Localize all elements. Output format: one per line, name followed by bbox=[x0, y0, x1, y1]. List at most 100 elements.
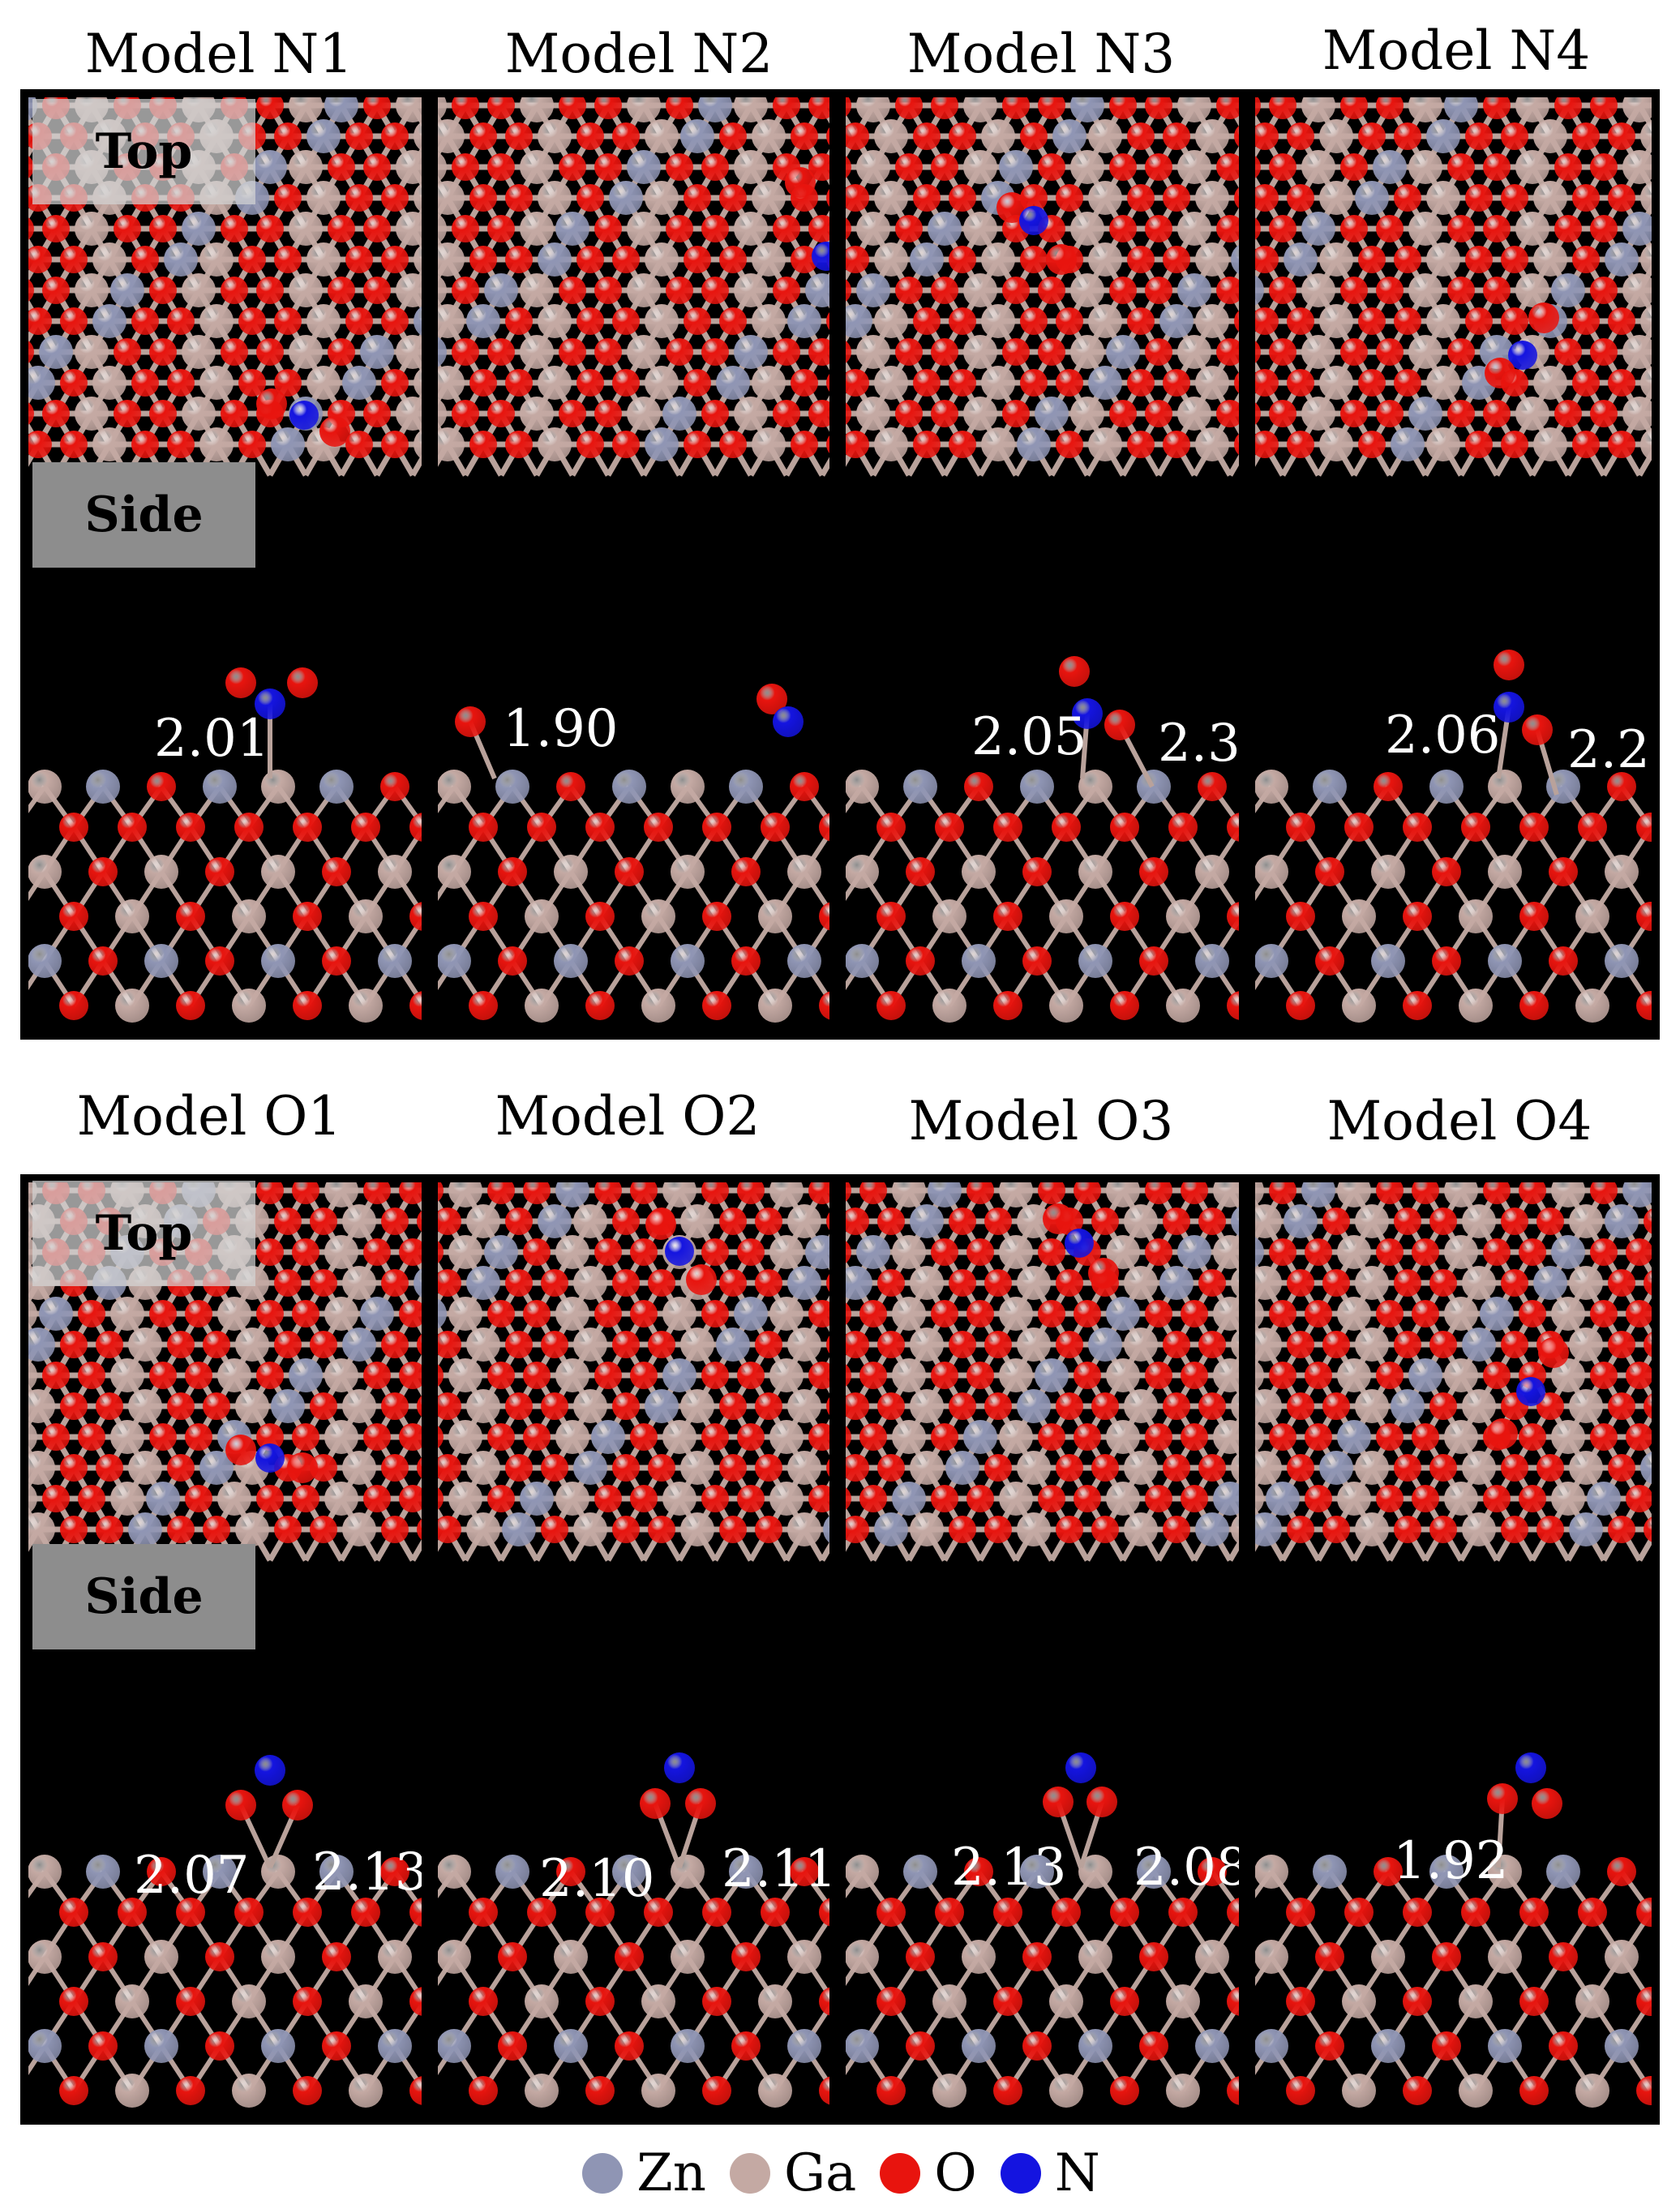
ga-atom bbox=[1622, 335, 1652, 369]
n-atom bbox=[255, 1755, 285, 1786]
o-atom bbox=[78, 1485, 105, 1512]
o-atom bbox=[1572, 307, 1600, 335]
o-atom bbox=[755, 1392, 782, 1420]
zn-atom bbox=[28, 1328, 55, 1362]
o-atom bbox=[1127, 246, 1155, 273]
zn-atom bbox=[538, 242, 572, 277]
o-atom bbox=[60, 369, 88, 397]
o-atom bbox=[409, 813, 422, 842]
ga-atom bbox=[324, 1420, 358, 1454]
o-atom bbox=[1519, 902, 1549, 931]
o-atom bbox=[221, 215, 248, 242]
ga-atom bbox=[573, 1328, 607, 1362]
o-atom bbox=[131, 431, 159, 458]
ga-atom bbox=[1622, 397, 1652, 431]
o-atom bbox=[1465, 431, 1493, 458]
o-atom bbox=[931, 153, 958, 181]
o-atom bbox=[469, 902, 498, 931]
zn-atom bbox=[128, 1512, 162, 1546]
ga-atom bbox=[396, 273, 422, 307]
o-atom bbox=[846, 402, 851, 425]
o-atom bbox=[1127, 307, 1155, 335]
n-atom bbox=[255, 688, 285, 719]
o-atom bbox=[612, 246, 640, 273]
o-atom bbox=[931, 338, 958, 366]
o-atom bbox=[846, 369, 869, 397]
o-atom bbox=[1483, 400, 1511, 427]
o-atom bbox=[630, 1362, 658, 1389]
ga-atom bbox=[752, 366, 786, 400]
o-atom bbox=[761, 813, 790, 842]
o-atom bbox=[612, 1269, 640, 1297]
ga-atom bbox=[1088, 304, 1122, 338]
o-atom bbox=[541, 1269, 568, 1297]
ga-atom bbox=[787, 1328, 821, 1362]
zn-atom bbox=[573, 1451, 607, 1485]
o-atom bbox=[731, 857, 761, 886]
o-atom bbox=[131, 246, 159, 273]
ga-atom bbox=[28, 1298, 37, 1329]
o-atom bbox=[409, 991, 422, 1020]
o-atom bbox=[931, 97, 958, 119]
o-atom bbox=[846, 246, 869, 273]
o-atom bbox=[399, 1238, 422, 1266]
ga-atom bbox=[962, 855, 996, 889]
ga-atom bbox=[525, 899, 559, 933]
o-atom bbox=[701, 338, 729, 366]
zn-atom bbox=[484, 1235, 518, 1269]
ga-atom bbox=[438, 242, 465, 277]
ga-atom bbox=[555, 1297, 589, 1331]
o-atom bbox=[28, 307, 52, 335]
o-atom bbox=[1374, 772, 1403, 801]
o-atom bbox=[28, 341, 34, 363]
o-atom bbox=[1002, 97, 1030, 119]
o-atom bbox=[719, 1454, 747, 1482]
o-atom bbox=[1022, 946, 1052, 976]
o-atom bbox=[701, 277, 729, 304]
ga-atom bbox=[448, 1182, 482, 1207]
zn-atom bbox=[1159, 304, 1194, 338]
o-atom bbox=[523, 1238, 551, 1266]
zn-atom bbox=[612, 770, 646, 804]
o-atom bbox=[1608, 184, 1635, 212]
ga-atom bbox=[846, 855, 879, 889]
ga-atom bbox=[671, 770, 705, 804]
o-atom bbox=[293, 902, 322, 931]
ga-atom bbox=[1195, 181, 1229, 215]
zn-atom bbox=[86, 770, 120, 804]
o-atom bbox=[203, 1516, 230, 1543]
ga-atom bbox=[752, 427, 786, 461]
ga-atom bbox=[758, 1984, 792, 2018]
o-atom bbox=[381, 1516, 409, 1543]
o-atom bbox=[274, 122, 302, 150]
o-atom bbox=[895, 338, 923, 366]
o-atom bbox=[1358, 246, 1386, 273]
model-title-n1: Model N1 bbox=[84, 23, 354, 85]
o-atom bbox=[167, 307, 195, 335]
ga-atom bbox=[874, 119, 908, 153]
o-atom bbox=[541, 1454, 568, 1482]
o-atom bbox=[399, 1300, 422, 1328]
o-atom bbox=[1056, 369, 1083, 397]
zn-atom bbox=[1035, 397, 1069, 431]
zn-atom bbox=[495, 1855, 529, 1889]
ga-atom bbox=[641, 2074, 675, 2108]
ga-atom bbox=[261, 1940, 295, 1974]
o-atom bbox=[469, 431, 497, 458]
ga-atom bbox=[235, 1389, 269, 1423]
o-atom bbox=[1483, 215, 1511, 242]
o-atom bbox=[877, 1207, 905, 1235]
ga-atom bbox=[92, 242, 126, 277]
o-atom bbox=[1168, 813, 1198, 842]
n-atom bbox=[289, 401, 319, 430]
o-atom bbox=[949, 184, 976, 212]
o-atom bbox=[28, 217, 34, 240]
zn-atom bbox=[342, 366, 376, 400]
o-atom bbox=[1216, 97, 1239, 119]
ga-atom bbox=[438, 181, 465, 215]
ga-atom bbox=[1426, 366, 1460, 400]
o-atom bbox=[1376, 215, 1404, 242]
zn-atom bbox=[319, 1855, 354, 1889]
ga-atom bbox=[1166, 989, 1200, 1023]
o-atom bbox=[381, 1392, 409, 1420]
